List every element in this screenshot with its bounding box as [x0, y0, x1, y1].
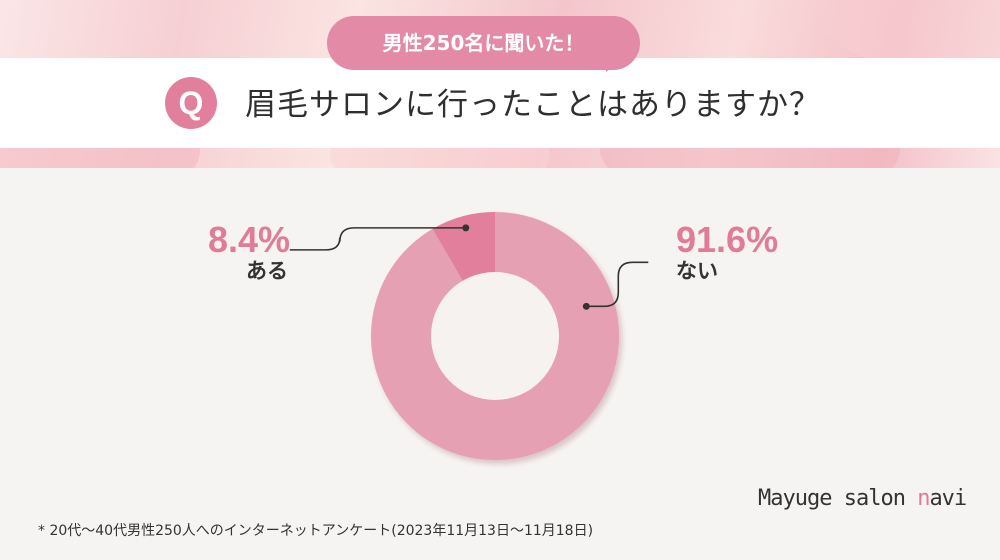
callout-tail [606, 48, 634, 72]
brand-logo: Mayuge salon navi [758, 486, 967, 516]
leader-line-nai [586, 261, 649, 308]
leader-dot-aru [462, 224, 470, 232]
survey-footnote: * 20代〜40代男性250人へのインターネットアンケート(2023年11月13… [38, 523, 594, 539]
data-label-nai: ない [676, 259, 718, 283]
logo-accent: n [917, 486, 930, 511]
question-title: 眉毛サロンに行ったことはありますか？ [245, 87, 821, 123]
leader-dot-nai [582, 302, 590, 310]
donut-hole [431, 272, 559, 400]
data-label-nai-percent: 91.6% [676, 219, 779, 260]
question-badge: Q [165, 77, 217, 129]
leader-line-aru [289, 227, 466, 251]
survey-callout-text: 男性250名に聞いた！ [382, 31, 585, 55]
logo-text: Mayuge salon [758, 486, 918, 511]
logo-tail: avi [929, 486, 967, 511]
data-label-aru-percent: 8.4% [207, 219, 290, 260]
data-label-aru: ある [246, 259, 288, 283]
survey-callout-bubble: 男性250名に聞いた！ [327, 16, 640, 70]
